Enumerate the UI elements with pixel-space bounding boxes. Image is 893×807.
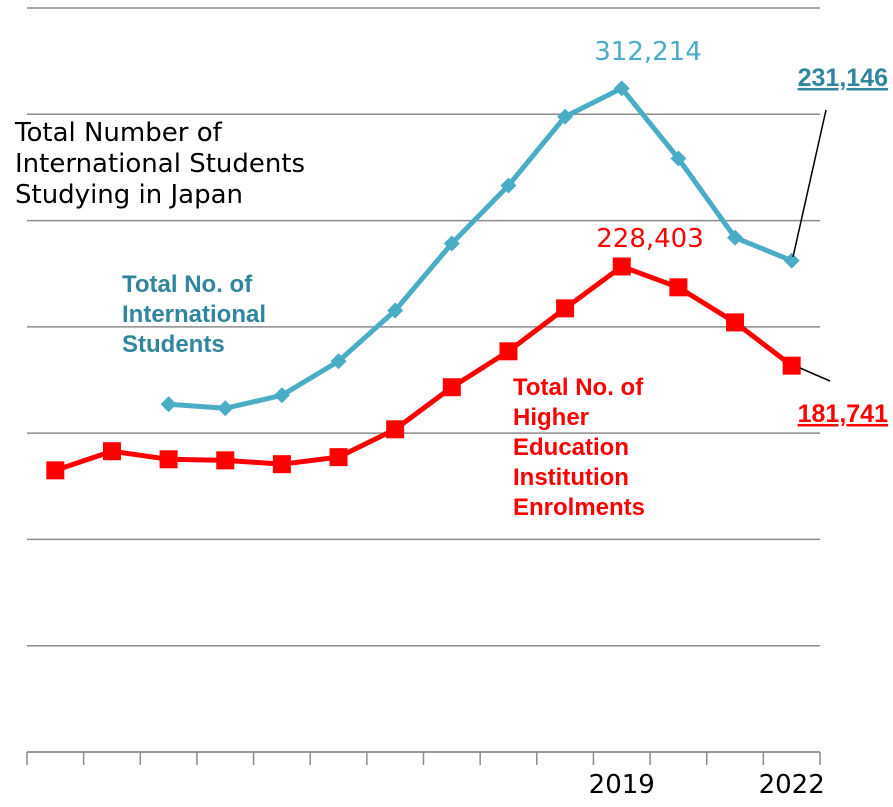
marker — [216, 451, 235, 470]
chart-title: Total Number of International Students S… — [15, 118, 305, 211]
leader-line — [799, 367, 831, 382]
x-tick-label: 2022 — [759, 770, 825, 800]
series-line — [54, 263, 794, 473]
marker — [670, 150, 687, 167]
marker — [442, 378, 461, 397]
marker — [500, 177, 517, 194]
marker — [386, 420, 405, 439]
marker — [387, 302, 404, 319]
marker — [727, 229, 744, 246]
x-tick-label: 2019 — [589, 770, 655, 800]
marker — [612, 257, 631, 276]
title-line: International Students — [15, 149, 306, 179]
title-line: Total Number of — [15, 118, 222, 148]
marker — [443, 235, 460, 252]
marker — [726, 313, 745, 332]
series-label: Total No. of International Students — [122, 271, 267, 358]
marker — [160, 396, 177, 413]
value-label: 231,146 — [798, 64, 888, 92]
value-label: 312,214 — [594, 37, 702, 67]
marker — [613, 80, 630, 97]
marker — [499, 342, 518, 361]
marker — [273, 387, 290, 404]
series-line — [168, 85, 793, 411]
marker — [669, 278, 688, 297]
leader-line — [792, 109, 827, 258]
marker — [782, 356, 801, 375]
marker — [556, 299, 575, 318]
title-line: Studying in Japan — [15, 180, 244, 210]
marker — [102, 442, 121, 461]
marker — [783, 252, 800, 269]
marker — [329, 448, 348, 467]
marker — [159, 450, 178, 469]
marker — [330, 353, 347, 370]
marker — [217, 400, 234, 417]
value-label: 181,741 — [798, 400, 888, 428]
marker — [46, 461, 65, 480]
value-label: 228,403 — [596, 224, 704, 254]
marker — [557, 108, 574, 125]
marker — [272, 455, 291, 474]
series-label: Total No. of Higher Education Institutio… — [513, 374, 646, 521]
